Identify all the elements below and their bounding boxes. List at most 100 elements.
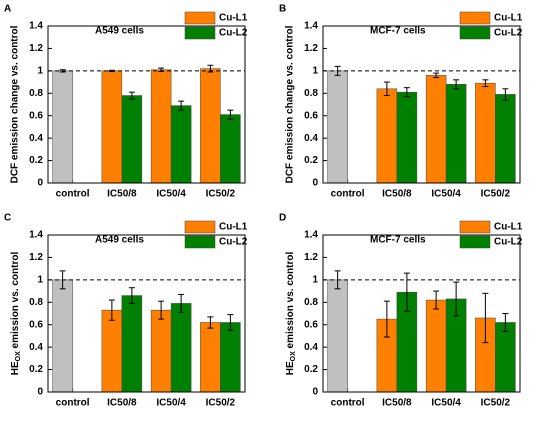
y-axis-label-part: OX xyxy=(15,351,22,361)
panel-label: D xyxy=(279,213,286,224)
x-tick-label: control xyxy=(331,189,365,200)
error-bar xyxy=(227,109,234,120)
plot-frame xyxy=(47,25,246,184)
y-tick-label: 1.4 xyxy=(29,230,43,241)
bar xyxy=(327,279,348,393)
x-tick-label: IC50/8 xyxy=(382,398,412,409)
bar xyxy=(52,279,73,393)
y-axis-label: HEOX emission vs. control xyxy=(10,252,23,376)
y-axis-label: DCF emission change vs. control xyxy=(285,25,296,183)
error-bar xyxy=(433,72,440,79)
bar xyxy=(425,299,447,393)
y-tick-label: 0.8 xyxy=(304,88,318,99)
annotation: A549 cells xyxy=(95,235,144,246)
annotation: A549 cells xyxy=(95,26,144,37)
error-bar xyxy=(453,281,460,317)
y-tick-label: 0.4 xyxy=(29,133,43,144)
legend-swatch xyxy=(184,235,216,249)
error-bar xyxy=(178,100,185,111)
bar xyxy=(376,88,398,184)
legend-swatch xyxy=(459,235,491,249)
y-tick-label: 0.2 xyxy=(29,364,43,375)
error-bar xyxy=(128,91,135,100)
error-bar xyxy=(403,87,410,98)
x-tick-label: IC50/4 xyxy=(431,189,461,200)
bar xyxy=(200,68,221,184)
bar xyxy=(445,84,467,184)
bar xyxy=(396,91,418,184)
y-tick-label: 0.8 xyxy=(29,297,43,308)
x-tick-label: IC50/2 xyxy=(206,398,236,409)
error-bar xyxy=(403,272,410,312)
x-tick-label: IC50/4 xyxy=(156,189,186,200)
error-bar xyxy=(453,79,460,90)
plot-frame xyxy=(322,25,521,184)
error-bar xyxy=(502,313,509,332)
legend-label: Cu-L2 xyxy=(219,237,248,248)
error-bar xyxy=(158,300,165,320)
legend-label: Cu-L1 xyxy=(494,13,523,24)
bar xyxy=(150,69,172,184)
bar xyxy=(475,82,496,184)
y-tick-label: 1 xyxy=(37,274,43,285)
y-tick-label: 0 xyxy=(37,178,43,189)
x-tick-label: control xyxy=(56,398,90,409)
y-axis-label-part: emission vs. control xyxy=(10,252,21,352)
error-bar xyxy=(108,299,115,321)
x-tick-label: IC50/8 xyxy=(107,189,137,200)
bar xyxy=(52,70,73,184)
error-bar xyxy=(502,88,509,101)
x-tick-label: IC50/2 xyxy=(206,189,236,200)
error-bar xyxy=(128,287,135,304)
x-tick-label: control xyxy=(331,398,365,409)
bar xyxy=(170,105,192,184)
y-tick-label: 1.2 xyxy=(29,252,43,263)
x-tick-label: control xyxy=(56,189,90,200)
y-tick-label: 1 xyxy=(312,65,318,76)
x-tick-label: IC50/4 xyxy=(431,398,461,409)
bar xyxy=(170,303,192,393)
legend-label: Cu-L1 xyxy=(219,222,248,233)
error-bar xyxy=(433,290,440,310)
y-tick-label: 1.2 xyxy=(29,43,43,54)
error-bar xyxy=(482,79,489,88)
bar xyxy=(121,95,143,184)
y-tick-label: 0.6 xyxy=(304,319,318,330)
y-axis-label-part: HE xyxy=(285,361,296,375)
x-tick-label: IC50/8 xyxy=(107,398,137,409)
x-tick-label: IC50/8 xyxy=(382,189,412,200)
y-tick-label: 0.4 xyxy=(304,133,318,144)
y-tick-label: 1 xyxy=(37,65,43,76)
y-tick-label: 0.8 xyxy=(29,88,43,99)
legend-swatch xyxy=(184,26,216,40)
y-tick-label: 0.6 xyxy=(304,110,318,121)
y-axis-label-part: OX xyxy=(290,351,297,361)
y-axis-label: DCF emission change vs. control xyxy=(10,25,21,183)
legend-swatch xyxy=(184,220,216,234)
bar xyxy=(121,295,143,393)
panel-label: A xyxy=(4,4,11,15)
y-tick-label: 0 xyxy=(37,387,43,398)
y-tick-label: 0.4 xyxy=(304,342,318,353)
y-axis-label-part: emission vs. control xyxy=(285,252,296,352)
y-tick-label: 0.2 xyxy=(29,155,43,166)
error-bar xyxy=(178,293,185,313)
x-tick-label: IC50/2 xyxy=(481,398,511,409)
bar xyxy=(200,322,221,393)
error-bar xyxy=(383,81,390,97)
error-bar xyxy=(383,300,390,338)
annotation: MCF-7 cells xyxy=(370,235,426,246)
legend-label: Cu-L2 xyxy=(219,28,248,39)
y-tick-label: 0 xyxy=(312,387,318,398)
bar xyxy=(101,70,123,184)
x-tick-label: IC50/4 xyxy=(156,398,186,409)
legend-swatch xyxy=(459,26,491,40)
bar xyxy=(101,309,123,393)
bar xyxy=(495,94,516,184)
y-tick-label: 1.2 xyxy=(304,252,318,263)
legend-swatch xyxy=(184,11,216,25)
y-tick-label: 0.2 xyxy=(304,364,318,375)
panel-label: B xyxy=(279,4,286,15)
annotation: MCF-7 cells xyxy=(370,26,426,37)
